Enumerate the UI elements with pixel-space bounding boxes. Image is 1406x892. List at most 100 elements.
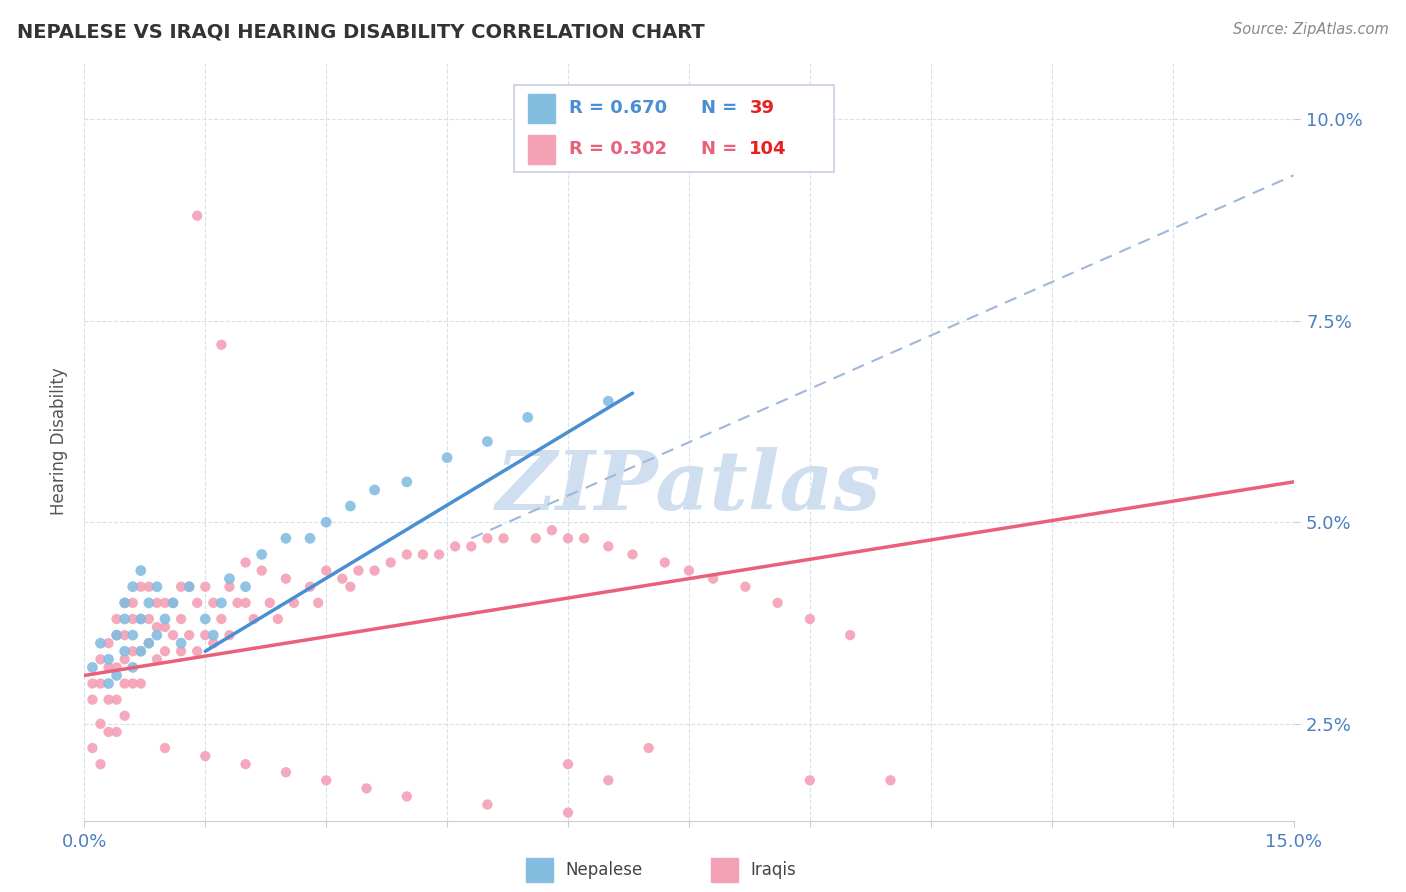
Text: 39: 39 — [749, 99, 775, 117]
Point — [146, 628, 169, 642]
Text: NEPALESE VS IRAQI HEARING DISABILITY CORRELATION CHART: NEPALESE VS IRAQI HEARING DISABILITY COR… — [17, 22, 704, 41]
Text: ZIPatlas: ZIPatlas — [496, 447, 882, 527]
Point — [146, 620, 169, 634]
Point — [436, 450, 458, 465]
Point — [153, 620, 176, 634]
Bar — [526, 858, 554, 881]
Point — [380, 556, 402, 570]
Point — [97, 692, 120, 706]
FancyBboxPatch shape — [513, 85, 834, 172]
Point — [129, 580, 152, 594]
Point — [202, 596, 225, 610]
Point — [114, 644, 136, 658]
Text: Nepalese: Nepalese — [565, 861, 643, 879]
Y-axis label: Hearing Disability: Hearing Disability — [49, 368, 67, 516]
Point — [557, 757, 579, 772]
Point — [330, 572, 353, 586]
Point — [412, 548, 434, 562]
Point — [250, 564, 273, 578]
Point — [259, 596, 281, 610]
Point — [121, 644, 143, 658]
Point — [186, 596, 208, 610]
Point — [129, 644, 152, 658]
Point — [637, 741, 659, 756]
Point — [179, 580, 201, 594]
Text: N =: N = — [702, 140, 744, 158]
Point — [492, 532, 515, 546]
Point — [89, 757, 111, 772]
Point — [557, 532, 579, 546]
Point — [138, 596, 160, 610]
Point — [105, 668, 128, 682]
Point — [250, 548, 273, 562]
Text: R = 0.302: R = 0.302 — [569, 140, 668, 158]
Point — [194, 580, 217, 594]
Point — [89, 636, 111, 650]
Point — [186, 644, 208, 658]
Point — [146, 580, 169, 594]
Point — [153, 612, 176, 626]
Point — [209, 596, 232, 610]
Point — [299, 580, 322, 594]
Point — [598, 773, 620, 788]
Point — [242, 612, 264, 626]
Point — [477, 434, 499, 449]
Point — [89, 676, 111, 690]
Point — [153, 741, 176, 756]
Point — [395, 789, 418, 804]
Point — [209, 337, 232, 351]
Point — [162, 628, 184, 642]
Point — [541, 523, 564, 537]
Point — [678, 564, 700, 578]
Point — [153, 644, 176, 658]
Point — [799, 773, 821, 788]
Point — [347, 564, 370, 578]
Point — [105, 628, 128, 642]
Point — [89, 652, 111, 666]
Point — [121, 676, 143, 690]
Text: Iraqis: Iraqis — [751, 861, 796, 879]
Point — [274, 765, 297, 780]
Point — [146, 652, 169, 666]
Point — [460, 540, 482, 554]
Point — [121, 628, 143, 642]
Point — [170, 644, 193, 658]
Point — [363, 564, 385, 578]
Point — [146, 596, 169, 610]
Point — [194, 628, 217, 642]
Point — [621, 548, 644, 562]
Point — [89, 716, 111, 731]
Point — [734, 580, 756, 594]
Point — [129, 644, 152, 658]
Point — [162, 596, 184, 610]
Point — [235, 596, 257, 610]
Point — [82, 676, 104, 690]
Point — [315, 515, 337, 529]
Point — [105, 660, 128, 674]
Point — [121, 660, 143, 674]
Point — [170, 612, 193, 626]
Point — [839, 628, 862, 642]
Point — [129, 612, 152, 626]
Point — [477, 797, 499, 812]
Point — [235, 556, 257, 570]
Point — [114, 652, 136, 666]
Point — [97, 676, 120, 690]
Point — [209, 612, 232, 626]
Point — [395, 475, 418, 489]
Point — [339, 499, 361, 513]
Point — [267, 612, 290, 626]
Point — [97, 636, 120, 650]
Point — [395, 548, 418, 562]
Point — [129, 676, 152, 690]
Point — [598, 540, 620, 554]
Point — [82, 660, 104, 674]
Point — [105, 725, 128, 739]
Point — [218, 580, 240, 594]
Point — [138, 612, 160, 626]
Point — [477, 532, 499, 546]
Point — [114, 708, 136, 723]
Point — [82, 692, 104, 706]
Point — [799, 612, 821, 626]
Point — [114, 676, 136, 690]
